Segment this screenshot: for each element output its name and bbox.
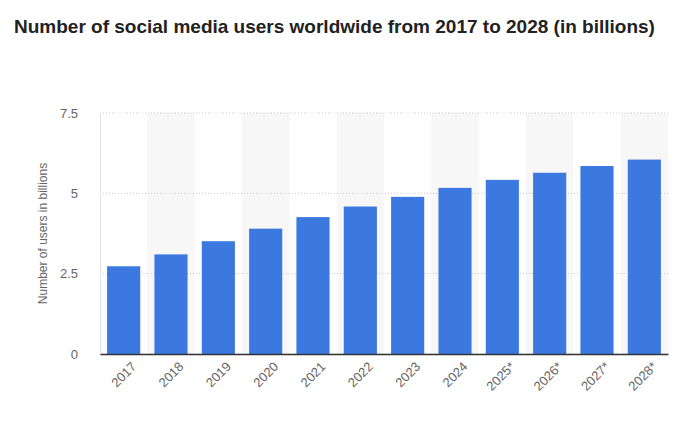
x-tick-label: 2024 (440, 359, 471, 390)
y-tick: 0 (71, 347, 100, 362)
x-tick-label: 2026* (531, 359, 566, 394)
bar (202, 241, 235, 354)
x-tick: 2020 (250, 354, 281, 390)
x-tick: 2017 (108, 354, 139, 390)
column-band (621, 113, 668, 354)
bar (344, 207, 377, 354)
x-tick: 2024 (440, 354, 471, 390)
y-tick-label: 0 (71, 347, 78, 362)
bar (628, 160, 661, 354)
bar (391, 197, 424, 354)
bar (438, 188, 471, 354)
x-axis: 2017 2018 2019 2020 2021 2022 2023 2024 2025* 202… (101, 354, 669, 394)
y-axis-line (100, 114, 101, 355)
column-bands (147, 113, 668, 354)
column-band (337, 113, 384, 354)
plot-area: 0 2.5 5 7.5 2017 2018 2019 2020 2021 2022 2023 2024… (60, 106, 669, 394)
x-tick-label: 2017 (108, 359, 139, 390)
y-tick: 2.5 (60, 266, 100, 281)
bars (107, 160, 661, 354)
bar (486, 180, 519, 354)
bar (580, 166, 613, 354)
x-tick-label: 2027* (578, 359, 613, 394)
column-band (242, 113, 289, 354)
column-band (526, 113, 573, 354)
chart-container: Number of social media users worldwide f… (0, 0, 688, 439)
x-tick: 2022 (345, 354, 376, 390)
bar (107, 266, 140, 354)
x-tick-label: 2021 (298, 359, 329, 390)
column-band (147, 113, 194, 354)
y-axis-title: Number of users in billions (36, 163, 50, 304)
grid (100, 113, 668, 354)
x-tick-label: 2028* (625, 359, 660, 394)
bar (249, 229, 282, 354)
bar (533, 173, 566, 354)
x-tick: 2026* (531, 354, 566, 394)
bar (154, 254, 187, 354)
y-tick: 7.5 (60, 106, 100, 121)
x-tick-label: 2023 (392, 359, 423, 390)
column-band (431, 113, 478, 354)
y-tick: 5 (71, 186, 100, 201)
y-axis: 0 2.5 5 7.5 (60, 106, 101, 362)
y-tick-label: 7.5 (60, 106, 78, 121)
x-tick: 2025* (483, 354, 518, 394)
x-tick: 2018 (156, 354, 187, 390)
chart-svg: Number of social media users worldwide f… (0, 0, 688, 439)
x-tick: 2019 (203, 354, 234, 390)
y-tick-label: 5 (71, 186, 78, 201)
x-tick: 2027* (578, 354, 613, 394)
grid-line (100, 113, 668, 114)
chart-title: Number of social media users worldwide f… (14, 16, 655, 37)
x-tick-label: 2025* (483, 359, 518, 394)
x-tick: 2023 (392, 354, 423, 390)
x-tick-label: 2018 (156, 359, 187, 390)
x-axis-line (101, 354, 669, 356)
x-tick: 2021 (298, 354, 329, 390)
y-tick-label: 2.5 (60, 266, 78, 281)
bar (296, 217, 329, 354)
x-tick-label: 2022 (345, 359, 376, 390)
x-tick-label: 2020 (250, 359, 281, 390)
x-tick: 2028* (625, 354, 660, 394)
x-tick-label: 2019 (203, 359, 234, 390)
